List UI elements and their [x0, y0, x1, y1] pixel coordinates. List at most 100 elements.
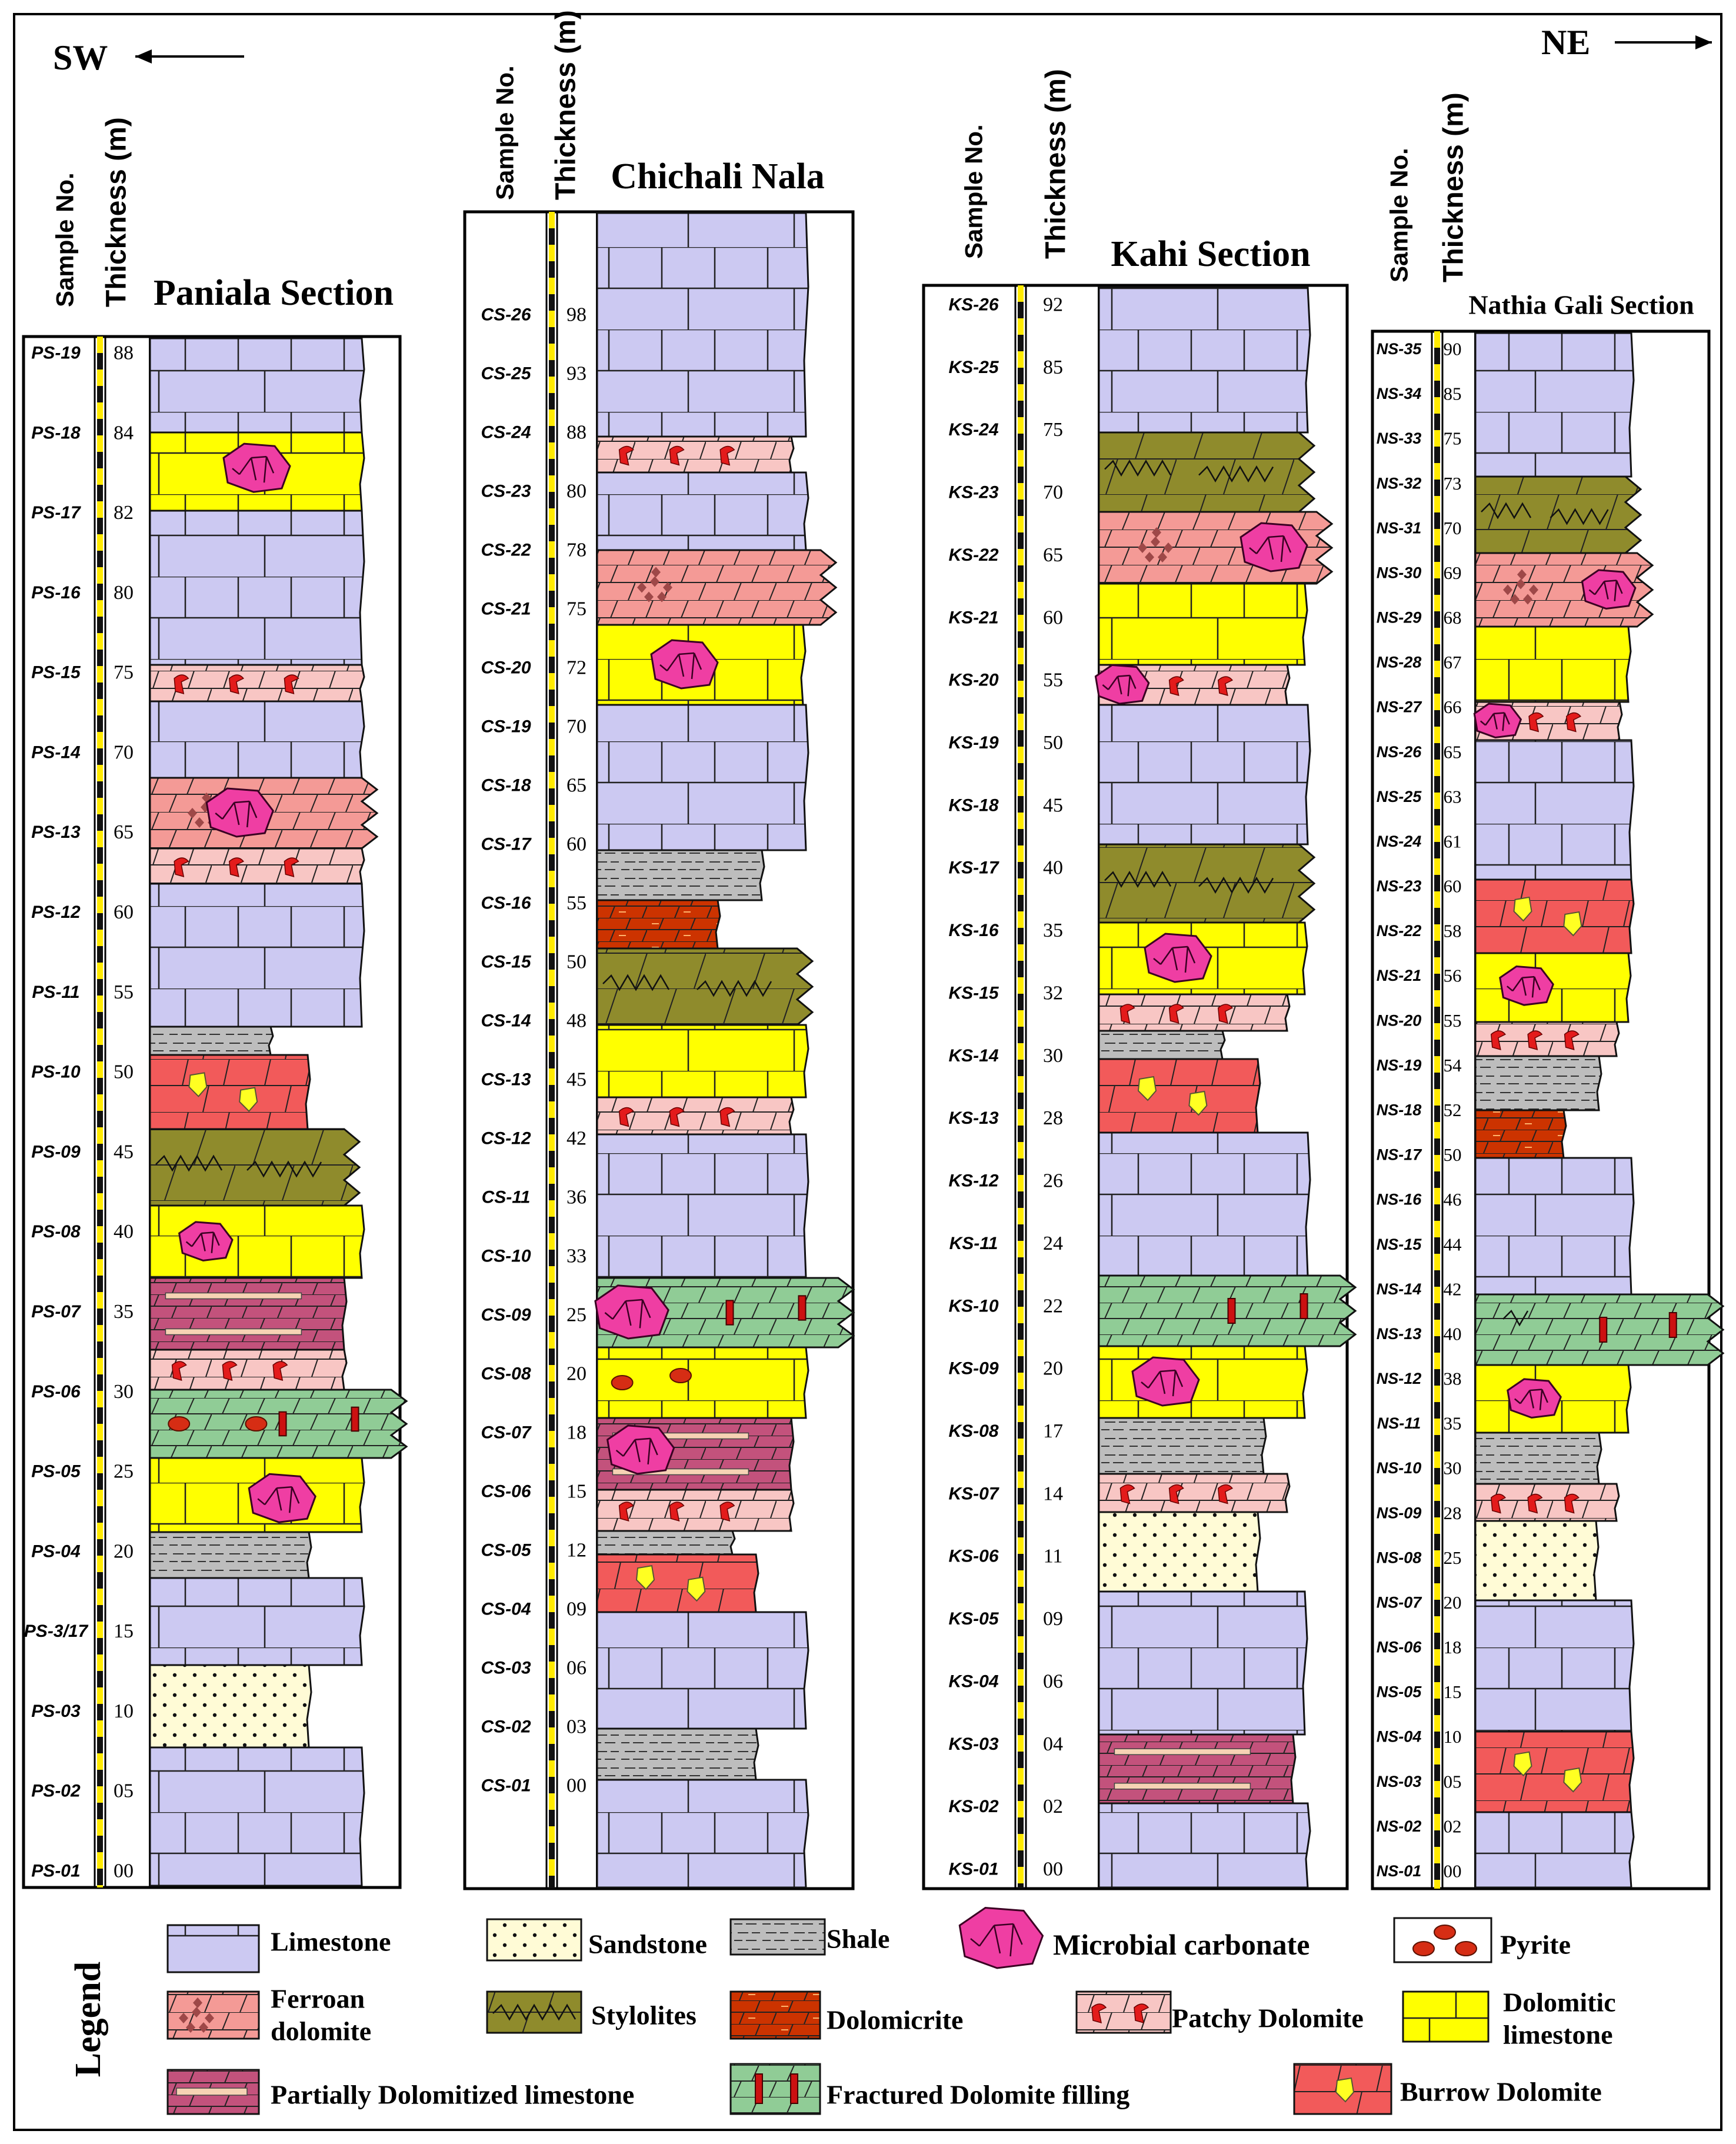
thickness-value: 20 [1043, 1358, 1063, 1380]
sample-no-header: Sample No. [51, 172, 79, 307]
thickness-value: 61 [1444, 831, 1462, 851]
thickness-value: 24 [1043, 1233, 1063, 1254]
section-0: PS-19 88 PS-18 84 PS-17 82 PS-16 80 PS-15 75 PS-14… [22, 117, 408, 1889]
thickness-value: 92 [1043, 294, 1063, 316]
thickness-value: 11 [1044, 1546, 1063, 1567]
sample-id: CS-07 [481, 1423, 531, 1443]
sample-id: NS-14 [1377, 1280, 1422, 1298]
thickness-value: 00 [1444, 1861, 1462, 1882]
bed-sand [149, 1664, 312, 1749]
sample-id: KS-03 [948, 1734, 998, 1754]
thickness-header: Thickness (m) [551, 10, 582, 200]
thickness-value: 02 [1444, 1816, 1462, 1836]
sample-id: NS-07 [1377, 1593, 1423, 1611]
thickness-value: 88 [567, 422, 587, 444]
bed-lime [1098, 1590, 1308, 1736]
bed-styl [1098, 431, 1316, 513]
thickness-value: 55 [1043, 670, 1063, 691]
thickness-value: 75 [567, 598, 587, 620]
thickness-value: 40 [114, 1221, 134, 1243]
thickness-value: 82 [114, 502, 134, 524]
thickness-value: 09 [567, 1599, 587, 1620]
sample-id: NS-34 [1377, 385, 1422, 402]
bed-burr [596, 1553, 759, 1613]
sample-id: NS-17 [1377, 1146, 1423, 1164]
thickness-value: 50 [1444, 1144, 1462, 1165]
sample-id: NS-25 [1377, 788, 1422, 805]
bed-lime [596, 1611, 809, 1730]
legend-swatch-micr [729, 1990, 821, 2040]
sample-id: NS-08 [1377, 1549, 1422, 1566]
thickness-value: 73 [1444, 473, 1462, 494]
bed-lime [149, 1577, 365, 1666]
sample-id: KS-17 [948, 858, 999, 878]
sample-id: KS-14 [948, 1046, 998, 1066]
sample-id: CS-06 [481, 1482, 531, 1502]
thickness-value: 50 [567, 951, 587, 973]
thickness-value: 70 [567, 716, 587, 738]
sample-id: PS-11 [32, 983, 79, 1002]
sample-id: KS-01 [948, 1860, 998, 1879]
thickness-value: 25 [1444, 1547, 1462, 1568]
bed-lime [1098, 704, 1311, 845]
sample-id: CS-16 [481, 894, 531, 913]
legend-dolomicrite: Dolomicrite [827, 2005, 963, 2035]
thickness-value: 35 [114, 1301, 134, 1323]
bed-part [1098, 1733, 1297, 1805]
sample-id: PS-09 [31, 1142, 81, 1161]
sample-id: CS-12 [481, 1129, 531, 1148]
sample-id: CS-10 [481, 1247, 531, 1266]
legend-patchy: Patchy Dolomite [1172, 2003, 1364, 2033]
thickness-value: 75 [1444, 428, 1462, 449]
thickness-value: 17 [1043, 1420, 1063, 1442]
thickness-value: 65 [1444, 741, 1462, 762]
bed-lime [149, 1746, 365, 1887]
thickness-value: 25 [114, 1461, 134, 1483]
sample-id: PS-17 [31, 503, 81, 522]
legend-burrow: Burrow Dolomite [1400, 2077, 1602, 2107]
sample-id: CS-23 [481, 482, 531, 501]
sample-id: CS-09 [481, 1306, 531, 1325]
legend-swatch-microbial [958, 1906, 1044, 1969]
thickness-value: 15 [114, 1620, 134, 1642]
thickness-value: 14 [1043, 1483, 1063, 1504]
bed-styl [1098, 843, 1316, 924]
sample-id: KS-25 [948, 358, 999, 377]
sample-id: NS-06 [1377, 1639, 1422, 1656]
sample-id: CS-11 [482, 1188, 531, 1207]
legend: Legend Limestone Sandstone Shale Microbial c… [68, 1906, 1616, 2115]
sample-id: NS-05 [1377, 1683, 1422, 1701]
sample-id: KS-07 [948, 1484, 999, 1503]
thickness-value: 26 [1043, 1170, 1063, 1192]
thickness-header: Thickness (m) [1041, 69, 1072, 259]
thickness-value: 05 [1444, 1771, 1462, 1792]
bed-shale [1474, 1055, 1602, 1111]
sample-id: CS-18 [481, 776, 531, 795]
bed-styl [596, 947, 814, 1026]
thickness-value: 65 [567, 775, 587, 797]
bed-sand [1098, 1511, 1261, 1593]
thickness-value: 70 [114, 741, 134, 763]
legend-swatch-sand [486, 1918, 582, 1962]
bed-lime [1098, 1802, 1311, 1889]
bed-sand [1474, 1520, 1600, 1602]
thickness-value: 60 [567, 834, 587, 855]
sample-id: KS-05 [948, 1609, 999, 1629]
figure-frame [13, 13, 1722, 2131]
thickness-value: 60 [114, 901, 134, 923]
sample-id: KS-16 [948, 921, 998, 940]
section-title: Chichali Nala [611, 157, 824, 197]
sample-id: PS-18 [31, 423, 81, 442]
thickness-value: 03 [567, 1716, 587, 1738]
sample-id: CS-25 [481, 364, 531, 384]
thickness-value: 68 [1444, 607, 1462, 628]
sample-id: CS-04 [481, 1600, 531, 1619]
sample-no-header: Sample No. [491, 65, 519, 200]
thickness-value: 38 [1444, 1369, 1462, 1389]
bed-lime [149, 883, 365, 1028]
thickness-value: 48 [567, 1010, 587, 1032]
thickness-value: 65 [1043, 544, 1063, 566]
bed-styl [149, 1128, 361, 1207]
thickness-value: 80 [567, 481, 587, 502]
sample-id: KS-10 [948, 1296, 998, 1316]
